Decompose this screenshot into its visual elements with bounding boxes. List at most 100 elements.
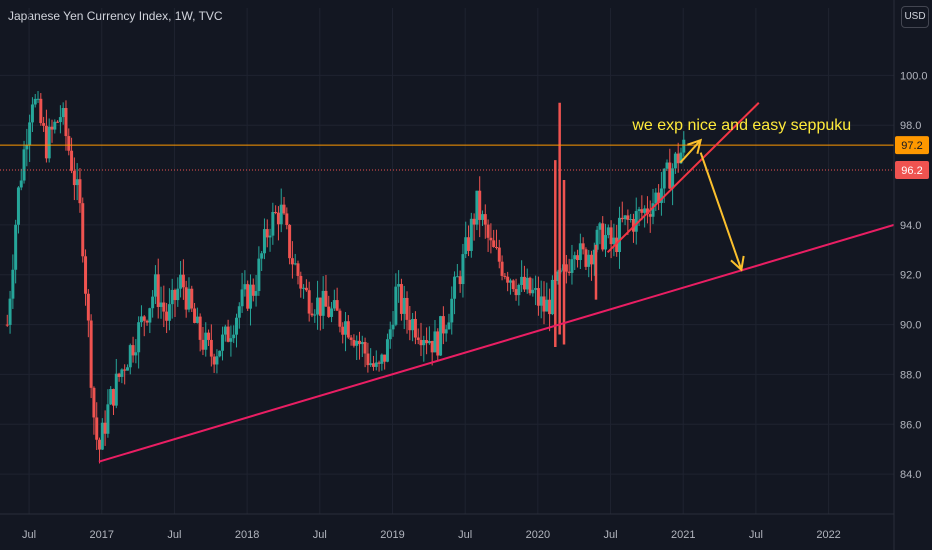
candle-body [427,340,431,344]
candle-body [539,296,543,306]
candle-body [450,298,454,323]
candle-body [522,276,526,290]
drawings[interactable]: we exp nice and easy seppuku [0,102,895,463]
candle-body [338,310,342,327]
candle-body [139,316,143,323]
candle-body [254,291,258,296]
candle-body [590,254,594,265]
candle-body [377,362,381,364]
candle-body [483,214,487,225]
candle-body [472,218,476,225]
candle-body [570,259,574,273]
candle-body [282,204,286,214]
candle-body [458,276,462,285]
candle-body [528,277,532,294]
candle-body [204,332,208,350]
candle-body [587,254,591,267]
candle-body [296,263,300,276]
candle-body [293,263,297,265]
candle-body [304,287,308,291]
candle-body [176,288,180,301]
candle-body [246,284,250,309]
candle-body [467,237,471,251]
candle-body [53,121,57,130]
candle-body [237,306,241,318]
annotation-text: we exp nice and easy seppuku [631,117,851,134]
candle-body [578,243,582,261]
candle-body [268,235,272,238]
candle-body [676,153,680,164]
candle-body [19,180,23,188]
candle-body [366,353,370,366]
candle-body [271,211,275,236]
candle-body [341,326,345,335]
candle-body [444,329,448,334]
candle-body [623,215,627,220]
candle-body [232,334,236,339]
candle-body [411,318,415,331]
chart-title: Japanese Yen Currency Index, 1W, TVC [8,9,223,23]
candle-body [327,306,331,317]
candle-body [251,284,255,296]
candle-body [111,389,115,406]
candle-body [229,338,233,342]
candle-body [360,342,364,345]
x-tick-label: 2017 [90,529,114,541]
candle-body [324,290,328,307]
candle-body [657,192,661,203]
candle-body [302,287,306,289]
candle-body [25,145,29,150]
candle-body [103,422,107,434]
candle-body [193,308,197,323]
candle-body [486,224,490,238]
currency-button[interactable]: USD [901,6,929,28]
trendline-rising [606,102,760,254]
y-tick-label: 94.0 [900,220,921,232]
x-tick-label: Jul [604,529,618,541]
candle-body [534,288,538,290]
candle-body [195,316,199,323]
grid [0,8,894,514]
candle-body [430,340,434,353]
candle-body [226,326,230,342]
candle-body [394,286,398,325]
candle-body [22,149,26,181]
candle-body [380,354,384,364]
candle-body [514,289,518,296]
candle-body [349,337,353,340]
candle-body [576,255,580,261]
candle-body [374,362,378,367]
candle-body [109,389,113,405]
candle-body [422,340,426,346]
candle-body [573,255,577,260]
candle-body [439,316,443,356]
price-label-last-bg [895,161,929,180]
candle-body [550,279,554,315]
candle-body [243,284,247,290]
candle-body [494,246,498,248]
candle-body [240,289,244,307]
candle-body [117,373,121,377]
candle-body [11,269,15,299]
forecast-arrow-2-head [730,255,745,272]
candle-body [654,192,658,204]
candle-body [151,296,155,309]
candle-body [598,223,602,230]
candle-body [78,179,82,204]
candle-body [637,209,641,212]
candle-body [369,363,373,366]
candle-body [95,417,99,440]
candle-body [86,293,90,321]
candle-body [665,162,669,169]
candle-body [142,316,146,321]
candle-body [556,271,560,281]
candle-body [455,276,459,278]
candle-body [391,324,395,330]
candle-body [123,369,127,371]
candle-body [371,363,375,367]
candle-body [316,297,320,315]
candle-body [419,339,423,346]
candles [5,91,686,464]
candle-body [662,168,666,189]
